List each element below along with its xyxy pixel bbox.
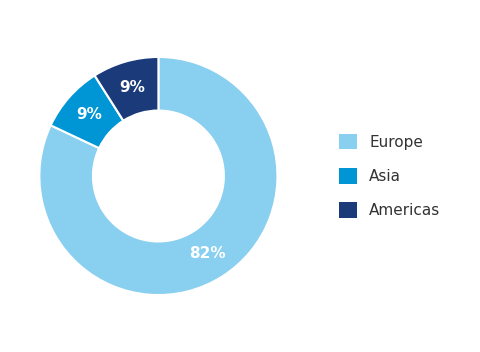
Legend: Europe, Asia, Americas: Europe, Asia, Americas [339,134,441,218]
Wedge shape [39,57,277,295]
Wedge shape [95,57,158,121]
Text: 82%: 82% [190,246,226,262]
Text: 9%: 9% [120,80,145,95]
Wedge shape [51,75,123,148]
Text: 9%: 9% [76,107,102,122]
